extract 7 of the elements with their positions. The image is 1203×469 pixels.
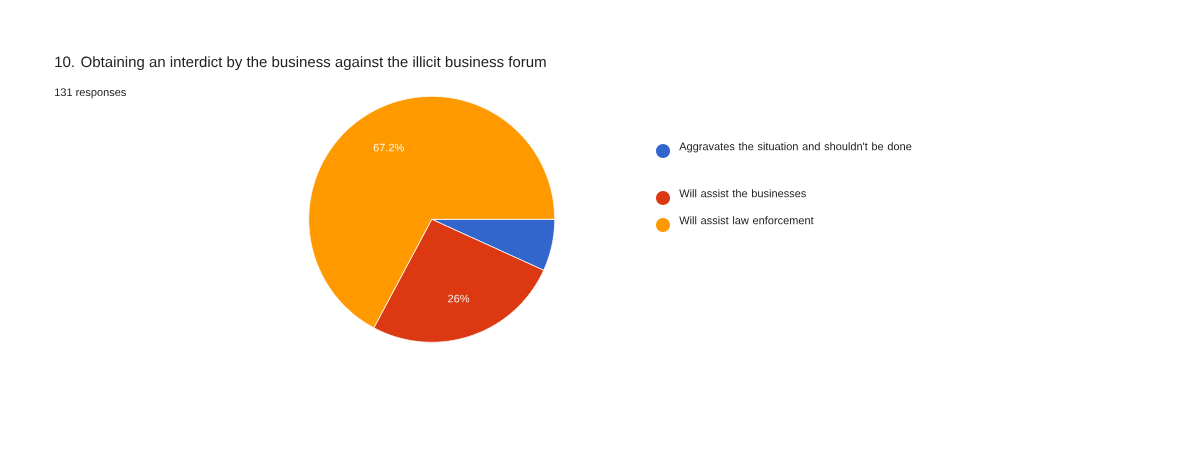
data-label: 26% (448, 294, 470, 303)
chart-title: 10. Obtaining an interdict by the business against the illicit business forum (55, 56, 546, 71)
legend-label: Will assist the businesses (679, 189, 806, 198)
legend-label: Will assist law enforcement (679, 216, 814, 225)
legend-label: Aggravates the situation and shouldn't be done (679, 142, 912, 153)
data-label: 67.2% (373, 143, 404, 152)
text: 131 responses (55, 88, 126, 99)
